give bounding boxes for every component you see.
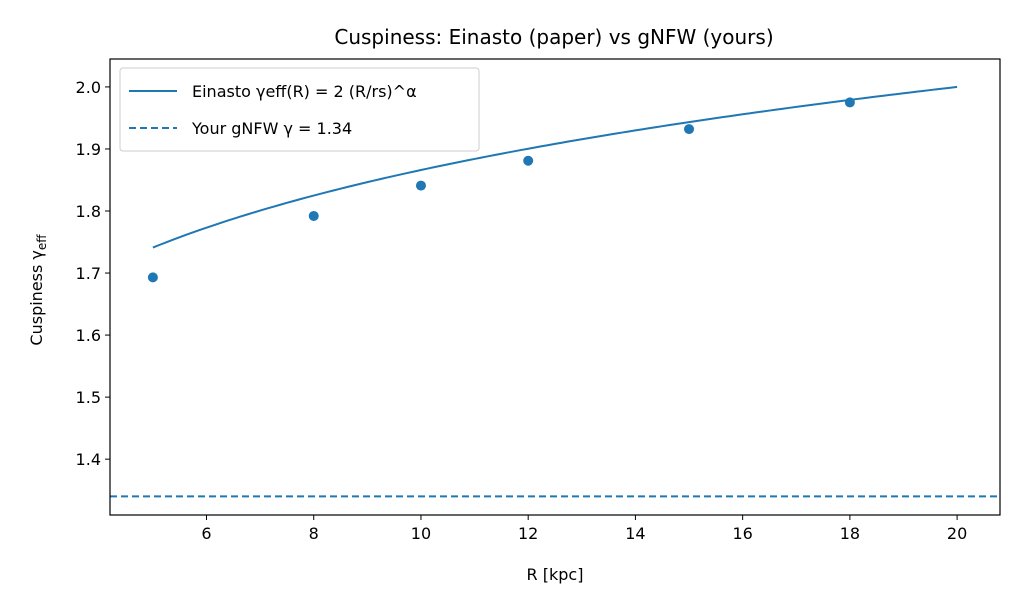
x-tick-label: 20 (947, 524, 967, 543)
data-point (844, 97, 855, 108)
axes-frame (109, 58, 1001, 516)
x-tick-label: 14 (625, 524, 645, 543)
chart-title: Cuspiness: Einasto (paper) vs gNFW (your… (334, 25, 773, 49)
plot-area (110, 85, 1000, 498)
x-tick-label: 16 (732, 524, 752, 543)
data-point (308, 210, 319, 221)
x-axis-label: R [kpc] (527, 565, 584, 584)
y-tick-label: 1.9 (76, 140, 101, 159)
x-tick-label: 6 (201, 524, 211, 543)
x-axis: 6 8 10 12 14 16 18 20 (201, 515, 967, 543)
y-axis-label: Cuspiness γeff (27, 234, 49, 346)
y-tick-label: 1.8 (76, 202, 101, 221)
y-tick-label: 1.7 (76, 264, 101, 283)
legend: Einasto γeff(R) = 2 (R/rs)^α Your gNFW γ… (119, 67, 480, 152)
legend-label-einasto: Einasto γeff(R) = 2 (R/rs)^α (192, 82, 417, 101)
data-point (684, 124, 695, 135)
x-tick-label: 18 (840, 524, 860, 543)
series-line-einasto (152, 85, 958, 249)
x-tick-label: 10 (411, 524, 431, 543)
legend-label-einasto-text: Einasto γeff(R) = 2 (R/rs)^α (192, 82, 417, 101)
y-axis-label-sub: eff (35, 234, 49, 250)
y-axis: 1.4 1.5 1.6 1.7 1.8 1.9 2.0 (76, 78, 110, 469)
x-tick-label: 8 (309, 524, 319, 543)
legend-label-gnfw: Your gNFW γ = 1.34 (191, 119, 352, 138)
y-axis-label-main: Cuspiness γ (27, 250, 46, 345)
y-tick-label: 1.5 (76, 388, 101, 407)
y-tick-label: 1.4 (76, 450, 101, 469)
data-point (415, 180, 426, 191)
data-point (523, 155, 534, 166)
data-point (147, 272, 158, 283)
y-tick-label: 2.0 (76, 78, 101, 97)
y-tick-label: 1.6 (76, 326, 101, 345)
legend-box (119, 67, 480, 152)
x-tick-label: 12 (518, 524, 538, 543)
